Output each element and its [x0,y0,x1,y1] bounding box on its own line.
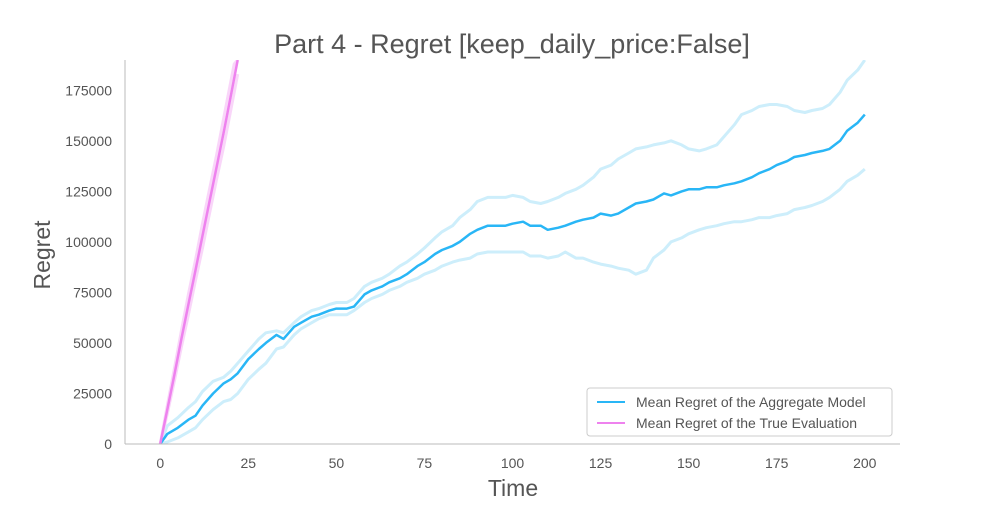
axes [124,60,900,445]
x-tick-label: 125 [589,455,613,471]
x-tick-label: 150 [677,455,701,471]
legend: Mean Regret of the Aggregate Model Mean R… [586,387,893,437]
y-tick-label: 50000 [73,335,112,351]
x-tick-label: 25 [241,455,257,471]
aggregate-model-upper-bound [158,60,867,444]
confidence-bands [158,60,867,444]
y-tick-label: 150000 [65,133,112,149]
y-tick-label: 75000 [73,284,112,300]
y-tick-label: 175000 [65,82,112,98]
aggregate-model-lower-bound [159,167,866,444]
y-tick-label: 100000 [65,234,112,250]
x-tick-label: 200 [853,455,877,471]
chart-title: Part 4 - Regret [keep_daily_price:False] [274,29,750,59]
legend-entry: Mean Regret of the Aggregate Model [636,394,866,410]
aggregate-model-line [159,113,866,444]
x-tick-label: 100 [501,455,525,471]
x-tick-label: 0 [156,455,164,471]
y-tick-label: 0 [104,436,112,452]
x-tick-label: 75 [417,455,433,471]
legend-box [586,387,893,437]
x-axis-label: Time [488,475,538,500]
y-tick-label: 25000 [73,385,112,401]
y-axis-label: Regret [29,220,55,290]
tick-labels: 0 25 50 75 100 125 150 175 200 0 25000 50000 75000 10… [65,82,876,471]
legend-entry: Mean Regret of the True Evaluation [636,415,857,431]
y-tick-label: 125000 [65,183,112,199]
true-evaluation-line [158,60,239,444]
x-tick-label: 175 [765,455,789,471]
x-tick-label: 50 [329,455,345,471]
series-lines [158,60,866,444]
